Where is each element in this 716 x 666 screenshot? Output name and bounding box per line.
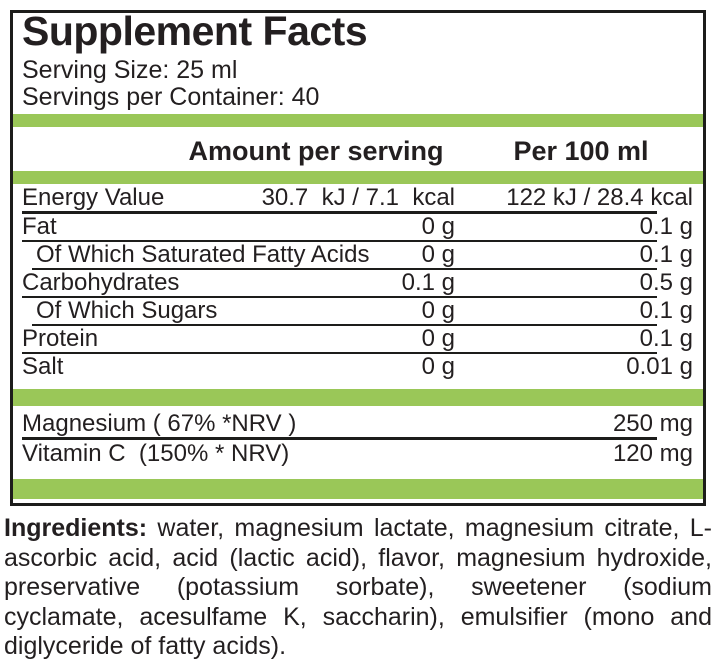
ingredients-label: Ingredients: [4,514,148,542]
per-100ml-value: 0.5 g [639,269,693,296]
amount-per-serving-value: 0 g [421,325,455,352]
ingredients-text: water, magnesium lactate, magnesium citr… [4,514,712,660]
amount-per-serving-value: 0.1 g [401,269,455,296]
ingredients-paragraph: Ingredients: water, magnesium lactate, m… [4,514,712,662]
amount-per-serving-value: 0 g [421,353,455,380]
per-100ml-value: 120 mg [612,440,693,467]
table-row-sugars: Of Which Sugars 0 g 0.1 g [13,298,703,324]
per-100ml-value: 0.1 g [639,213,693,240]
divider-bar-actives [13,389,703,406]
column-header-per-100ml: Per 100 ml [513,136,649,166]
row-separator [22,437,657,440]
nutrient-label: Energy Value [22,184,165,211]
table-row-fat: Fat 0 g 0.1 g [13,214,703,240]
per-100ml-value: 122 kJ / 28.4 kcal [506,184,693,211]
table-row-energy: Energy Value 30.7 kJ / 7.1 kcal 122 kJ /… [13,185,703,211]
nutrient-label: Salt [22,353,64,380]
row-separator [22,296,657,298]
nutrient-label: Magnesium ( 67% *NRV ) [22,410,297,437]
table-row-vitamin-c: Vitamin C (150% * NRV) 120 mg [13,440,703,467]
table-row-protein: Protein 0 g 0.1 g [13,326,703,352]
column-header-amount-per-serving: Amount per serving [188,136,444,166]
nutrient-label: Vitamin C (150% * NRV) [22,440,290,467]
per-100ml-value: 0.01 g [626,353,693,380]
row-separator [22,211,657,214]
nutrient-label: Carbohydrates [22,269,180,296]
serving-size: Serving Size: 25 ml [22,56,238,84]
row-separator [32,324,657,326]
actives-table: Magnesium ( 67% *NRV ) 250 mg Vitamin C … [13,410,703,467]
servings-per-container: Servings per Container: 40 [22,83,320,111]
divider-bar-header [13,171,703,184]
per-100ml-value: 0.1 g [639,297,693,324]
per-100ml-value: 0.1 g [639,241,693,268]
table-row-magnesium: Magnesium ( 67% *NRV ) 250 mg [13,410,703,437]
nutrient-label: Of Which Saturated Fatty Acids [36,241,370,268]
amount-per-serving-value: 0 g [421,241,455,268]
amount-per-serving-value: 30.7 kJ / 7.1 kcal [261,184,455,211]
nutrient-table: Energy Value 30.7 kJ / 7.1 kcal 122 kJ /… [13,185,703,380]
row-separator [22,240,657,242]
nutrient-label: Of Which Sugars [36,297,218,324]
nutrient-label: Protein [22,325,99,352]
row-separator [32,268,657,270]
panel-title: Supplement Facts [22,8,368,54]
amount-per-serving-value: 0 g [421,213,455,240]
per-100ml-value: 250 mg [612,410,693,437]
divider-bar-top [13,114,703,127]
row-separator [22,352,657,354]
table-row-saturated-fatty-acids: Of Which Saturated Fatty Acids 0 g 0.1 g [13,242,703,268]
amount-per-serving-value: 0 g [421,297,455,324]
per-100ml-value: 0.1 g [639,325,693,352]
nutrient-label: Fat [22,213,57,240]
divider-bar-bottom [13,479,703,499]
table-row-carbohydrates: Carbohydrates 0.1 g 0.5 g [13,270,703,296]
supplement-facts-panel: Supplement Facts Serving Size: 25 ml Ser… [10,8,706,506]
table-row-salt: Salt 0 g 0.01 g [13,354,703,380]
